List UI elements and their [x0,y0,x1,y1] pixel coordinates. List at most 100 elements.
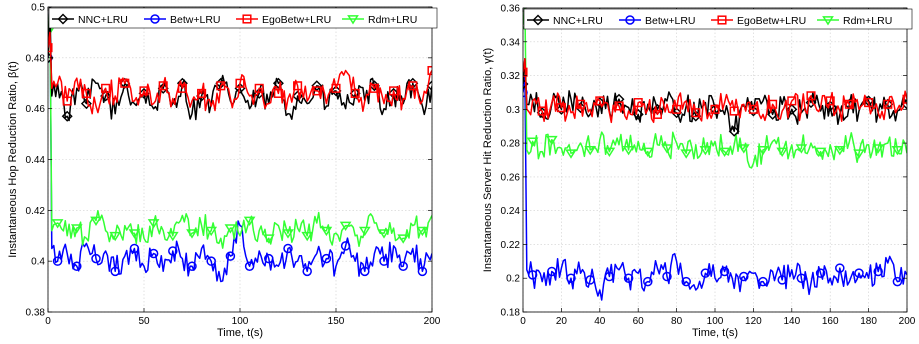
data-point-Rdm+LRU [262,234,275,244]
data-point-Betw+LRU [796,273,807,283]
data-point-Betw+LRU [360,266,370,277]
data-point-NNC+LRU [767,108,779,120]
data-point-Rdm+LRU [397,234,410,244]
data-point-Betw+LRU [758,276,768,287]
x-tick-label: 20 [556,316,568,327]
data-point-Betw+LRU [662,271,672,282]
legend-marker-NNC+LRU [57,13,69,25]
x-tick-label: 50 [138,316,150,327]
data-point-Rdm+LRU [128,229,141,239]
legend: NNC+LRU Betw+LRU EgoBetw+LRU Rdm+LRU [48,7,438,29]
y-tick-label: 0.4 [31,257,45,268]
data-point-Betw+LRU [379,256,389,266]
data-point-Rdm+LRU [622,145,635,156]
x-axis-label: Time, t(s) [217,327,263,339]
data-point-EgoBetw+LRU [748,104,758,114]
x-tick-label: 180 [860,316,877,327]
y-tick-label: 0.24 [501,206,521,217]
data-point-Rdm+LRU [243,216,256,226]
x-tick-label: 60 [633,316,645,327]
x-tick-label: 200 [899,316,916,327]
legend-label-NNC+LRU: NNC+LRU [78,14,128,26]
data-point-Betw+LRU [91,253,101,264]
data-point-NNC+LRU [671,107,683,119]
data-point-Rdm+LRU [565,149,577,159]
data-point-EgoBetw+LRU [120,78,130,88]
series-line-EgoBetw+LRU [48,31,432,115]
data-point-Betw+LRU [892,276,903,287]
data-point-Rdm+LRU [186,229,198,239]
legend-marker-Rdm+LRU [822,16,834,26]
data-point-EgoBetw+LRU [633,98,643,108]
data-point-Rdm+LRU [224,224,237,234]
x-tick-label: 160 [822,316,839,327]
data-point-EgoBetw+LRU [216,81,226,91]
data-point-EgoBetw+LRU [101,83,111,93]
data-point-Rdm+LRU [545,135,558,146]
data-point-EgoBetw+LRU [844,99,854,109]
data-point-EgoBetw+LRU [614,101,624,111]
data-point-EgoBetw+LRU [691,108,701,118]
data-point-EgoBetw+LRU [427,65,432,76]
data-point-Rdm+LRU [526,137,539,147]
chart-1: 0 50 100 150 200 0.38 0.4 0.42 0.44 0.46 0.48 0.5 Ti… [7,3,441,340]
data-point-NNC+LRU [80,98,92,110]
data-point-EgoBetw+LRU [197,88,207,98]
data-point-Rdm+LRU [776,147,789,158]
y-tick-label: 0.32 [501,71,521,82]
data-point-Rdm+LRU [51,219,64,229]
data-point-Betw+LRU [244,261,255,271]
data-point-EgoBetw+LRU [883,99,893,109]
data-point-EgoBetw+LRU [652,109,662,119]
data-point-Betw+LRU [110,266,120,277]
data-point-Rdm+LRU [70,224,83,234]
data-point-EgoBetw+LRU [350,88,360,98]
x-tick-label: 200 [424,316,441,327]
data-point-Betw+LRU [835,263,845,273]
data-point-Rdm+LRU [282,229,294,239]
data-point-EgoBetw+LRU [331,83,341,93]
data-point-Rdm+LRU [416,226,429,237]
legend-label-Rdm+LRU: Rdm+LRU [843,15,892,27]
data-point-EgoBetw+LRU [312,86,322,96]
data-point-NNC+LRU [632,108,644,120]
data-point-Rdm+LRU [205,226,218,237]
data-point-EgoBetw+LRU [710,104,720,114]
x-tick-label: 80 [671,316,683,327]
data-point-Betw+LRU [129,243,140,254]
data-point-Rdm+LRU [320,226,333,237]
legend-label-Rdm+LRU: Rdm+LRU [368,14,417,26]
data-point-EgoBetw+LRU [273,88,283,98]
series-line-Betw+LRU [523,74,907,301]
data-point-Rdm+LRU [872,144,885,154]
data-point-Rdm+LRU [814,147,827,158]
data-point-Betw+LRU [148,248,159,259]
y-tick-label: 0.5 [31,3,45,14]
data-point-Betw+LRU [187,261,197,271]
data-point-Rdm+LRU [795,144,808,154]
y-axis-label: Instantaneous Hop Reduction Ratio, β(t) [7,61,19,258]
data-point-Betw+LRU [206,256,216,266]
data-point-Rdm+LRU [584,145,597,156]
data-point-Rdm+LRU [358,226,371,237]
data-point-Betw+LRU [340,241,351,251]
data-point-Betw+LRU [719,266,730,277]
legend: NNC+LRU Betw+LRU EgoBetw+LRU Rdm+LRU [523,8,913,30]
data-point-EgoBetw+LRU [556,103,566,113]
data-point-EgoBetw+LRU [369,83,379,93]
data-point-Betw+LRU [321,253,332,264]
data-point-NNC+LRU [61,110,73,122]
data-point-EgoBetw+LRU [595,96,605,106]
y-tick-label: 0.18 [501,308,521,319]
data-point-Betw+LRU [52,256,63,266]
data-point-NNC+LRU [330,85,342,97]
data-point-Rdm+LRU [757,145,769,156]
data-point-NNC+LRU [805,97,817,109]
data-point-Rdm+LRU [680,149,693,159]
data-point-Betw+LRU [681,276,691,287]
data-point-Rdm+LRU [853,149,865,159]
series-line-Rdm+LRU [523,8,907,169]
data-point-Rdm+LRU [737,144,750,154]
data-point-EgoBetw+LRU [254,83,264,93]
series-line-Betw+LRU [48,7,432,283]
